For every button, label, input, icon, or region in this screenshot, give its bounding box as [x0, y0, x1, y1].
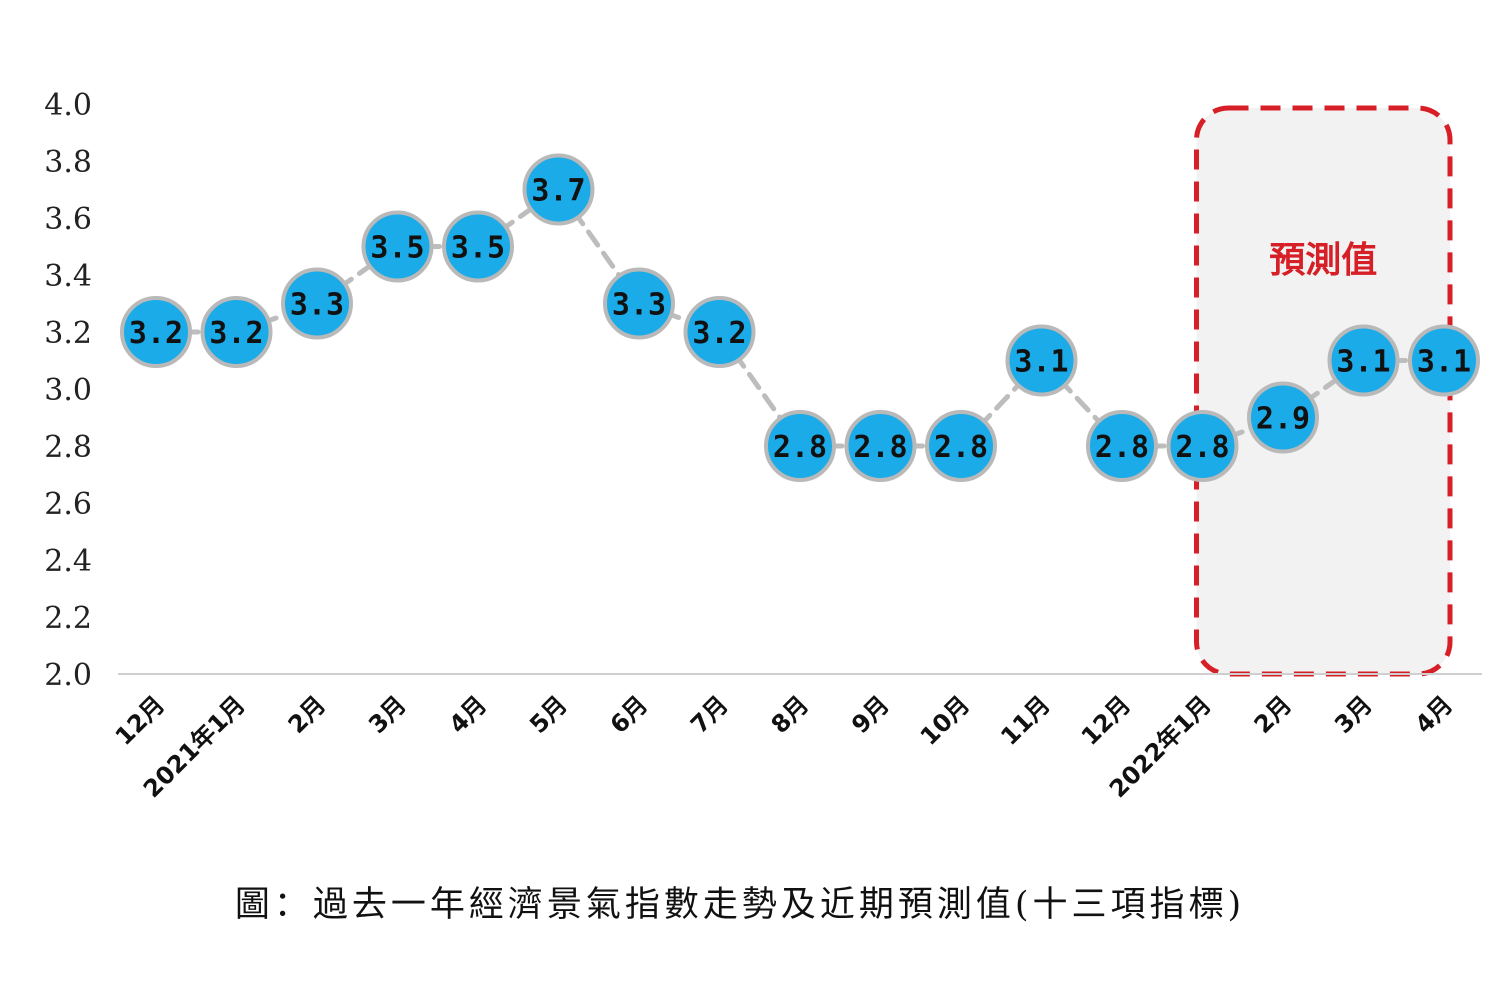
data-label: 3.2: [129, 316, 183, 351]
x-tick-label: 4月: [1410, 690, 1459, 739]
data-label: 2.8: [773, 430, 827, 465]
data-label: 3.5: [370, 231, 424, 266]
data-point: 3.1: [1327, 324, 1400, 397]
forecast-region: [1194, 105, 1453, 677]
x-tick-label: 6月: [605, 690, 654, 739]
x-tick-label: 5月: [524, 690, 573, 739]
y-tick-label: 4.0: [44, 88, 92, 123]
x-tick-label: 4月: [444, 690, 493, 739]
data-point-marker: [442, 210, 514, 283]
data-point: 3.2: [683, 296, 756, 368]
data-label: 3.3: [290, 288, 344, 323]
y-tick-label: 3.8: [44, 145, 92, 180]
x-tick-label: 3月: [1329, 690, 1378, 739]
y-tick-label: 2.2: [44, 601, 92, 636]
x-tick-label: 10月: [915, 690, 975, 750]
data-point: 3.2: [120, 296, 192, 368]
data-label: 2.9: [1256, 402, 1310, 437]
data-point-marker: [844, 410, 917, 482]
y-axis-ticks: 4.0 3.8 3.6 3.4 3.2 3.0 2.8 2.6 2.4 2.2 2.0: [44, 88, 92, 693]
data-point-marker: [120, 296, 192, 368]
data-point: 2.8: [764, 410, 836, 482]
data-label: 2.8: [1175, 430, 1229, 465]
data-point-marker: [522, 153, 595, 226]
data-label: 2.8: [934, 430, 988, 465]
data-point-marker: [1408, 324, 1480, 397]
data-point: 3.3: [281, 267, 353, 340]
data-point-marker: [1247, 381, 1319, 454]
x-tick-label: 3月: [363, 690, 412, 739]
data-label: 3.5: [451, 231, 505, 266]
data-point: 3.5: [442, 210, 514, 283]
data-point-marker: [1166, 410, 1239, 482]
data-point-marker: [281, 267, 353, 340]
x-tick-label: 11月: [995, 690, 1055, 750]
y-tick-label: 2.8: [44, 430, 92, 465]
data-point-marker: [1327, 324, 1400, 397]
forecast-label: 預測值: [1269, 240, 1377, 281]
series-connector: [1039, 358, 1125, 449]
series-markers: 3.2 3.2 3.3 3.5 3.5 3.7 3.3 3.2 2.8 2.8 2.8 3.1 2.8 2…: [120, 153, 1480, 482]
data-point: 3.3: [603, 267, 675, 340]
data-point: 3.1: [1408, 324, 1480, 397]
x-tick-label: 12月: [1076, 690, 1136, 750]
data-point-marker: [1086, 410, 1158, 482]
data-label: 3.2: [692, 316, 746, 351]
x-tick-label: 2月: [283, 690, 332, 739]
y-tick-label: 3.2: [44, 316, 92, 351]
data-point-marker: [200, 296, 273, 368]
data-point: 2.8: [925, 410, 997, 482]
data-point: 2.8: [1166, 410, 1239, 482]
series-connector: [958, 358, 1044, 449]
x-tick-label: 9月: [846, 690, 895, 739]
data-point-marker: [603, 267, 675, 340]
y-tick-label: 3.6: [44, 202, 92, 237]
data-label: 2.8: [853, 430, 907, 465]
data-point-marker: [361, 210, 434, 283]
y-tick-label: 2.6: [44, 487, 92, 522]
y-tick-label: 3.0: [44, 373, 92, 408]
data-point-marker: [925, 410, 997, 482]
x-tick-label: 2月: [1249, 690, 1298, 739]
data-label: 2.8: [1095, 430, 1149, 465]
chart-caption: 圖：過去一年經濟景氣指數走勢及近期預測值(十三項指標): [235, 885, 1245, 925]
data-label: 3.1: [1336, 345, 1390, 380]
x-tick-label: 12月: [110, 690, 170, 750]
x-tick-label: 8月: [766, 690, 815, 739]
y-tick-label: 3.4: [44, 259, 92, 294]
data-label: 3.1: [1014, 345, 1068, 380]
data-point: 3.2: [200, 296, 273, 368]
data-point-marker: [683, 296, 756, 368]
data-point: 2.9: [1247, 381, 1319, 454]
data-label: 3.1: [1417, 345, 1471, 380]
data-point-marker: [764, 410, 836, 482]
y-tick-label: 2.4: [44, 544, 92, 579]
data-point: 3.1: [1005, 324, 1078, 397]
data-point: 3.5: [361, 210, 434, 283]
data-label: 3.2: [209, 316, 263, 351]
x-tick-label: 7月: [685, 690, 734, 739]
data-point: 2.8: [1086, 410, 1158, 482]
data-point: 3.7: [522, 153, 595, 226]
data-label: 3.3: [612, 288, 666, 323]
data-label: 3.7: [531, 174, 585, 209]
data-point-marker: [1005, 324, 1078, 397]
data-point: 2.8: [844, 410, 917, 482]
y-tick-label: 2.0: [44, 658, 92, 693]
